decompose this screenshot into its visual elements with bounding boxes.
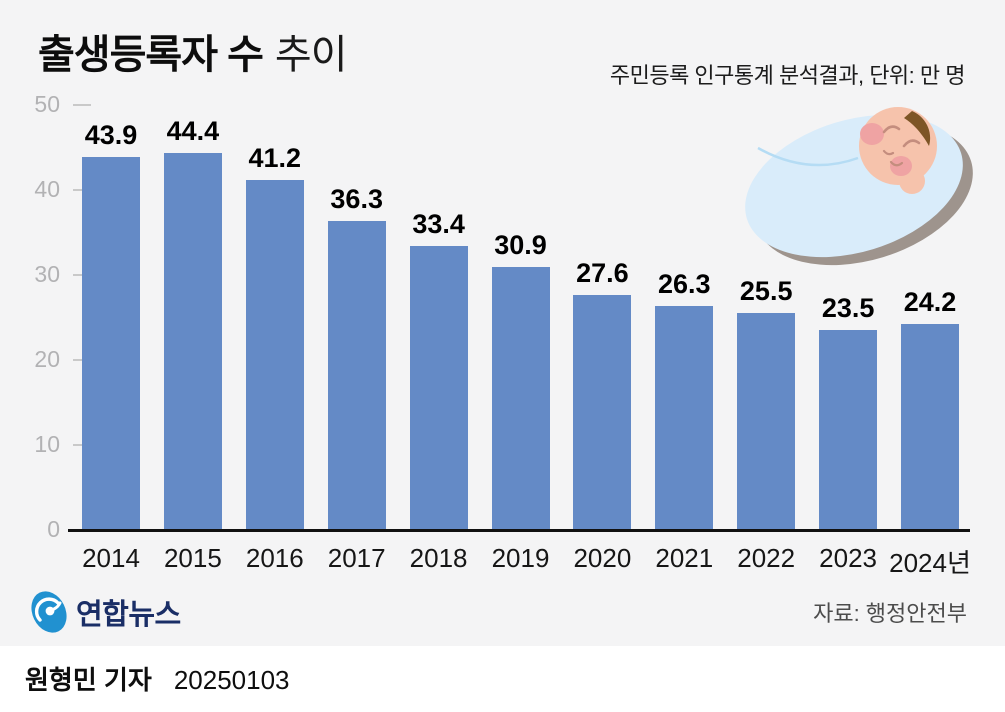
x-axis-label: 2017 <box>327 543 386 573</box>
publish-date: 20250103 <box>173 665 290 695</box>
bar-2015 <box>163 152 222 529</box>
bar-2018 <box>409 246 468 529</box>
bar-2020 <box>573 295 632 529</box>
bar-value-label: 27.6 <box>576 258 629 289</box>
y-axis-tick-label: 0 <box>47 516 60 542</box>
x-axis-label: 2022 <box>737 543 796 573</box>
bar-2024년 <box>901 324 959 529</box>
x-axis-line <box>68 529 970 532</box>
y-axis-tick-label: 50 <box>34 91 60 117</box>
page-title: 출생등록자 수 추이 <box>38 22 348 80</box>
page-title-main: 출생등록자 수 <box>38 33 264 77</box>
y-axis-tick-label: 10 <box>34 431 60 457</box>
bar-2014 <box>82 156 140 529</box>
baby-hair <box>904 111 931 146</box>
bar-value-label: 25.5 <box>739 276 793 307</box>
byline: 원형민 기자 20250103 <box>25 660 290 697</box>
swaddled-baby-illustration <box>745 107 973 266</box>
x-axis-label: 2019 <box>491 543 550 573</box>
y-axis-tick-mark <box>73 104 91 106</box>
bar-2016 <box>245 179 304 529</box>
baby-mouth <box>889 160 904 167</box>
bar-value-label: 43.9 <box>84 119 138 150</box>
baby-cheek-right <box>890 156 912 176</box>
bar-value-label: 26.3 <box>658 269 711 300</box>
bar-2017 <box>327 221 386 529</box>
y-axis-tick-label: 30 <box>34 261 60 287</box>
bar-2019 <box>491 267 550 529</box>
data-source: 자료: 행정안전부 <box>813 601 967 626</box>
yonhap-globe-icon <box>31 591 67 633</box>
bar-value-label: 36.3 <box>330 184 383 215</box>
baby-nose <box>882 149 895 156</box>
x-axis-label: 2016 <box>245 543 304 573</box>
bar-value-label: 44.4 <box>166 115 220 146</box>
baby-eye-left <box>882 125 901 134</box>
x-axis-label: 2018 <box>409 543 468 573</box>
bar-value-label: 41.2 <box>248 142 302 173</box>
reporter-name: 원형민 기자 <box>25 665 152 695</box>
y-axis-tick-label: 40 <box>34 176 60 202</box>
x-axis-label: 2024년 <box>889 548 971 578</box>
bar-value-label: 30.9 <box>494 230 547 261</box>
bar-value-label: 33.4 <box>412 209 465 240</box>
x-axis-label: 2015 <box>163 543 222 573</box>
bar-2022 <box>737 313 796 529</box>
swaddle-fold-line <box>757 146 859 167</box>
page-title-sub: 추이 <box>274 33 348 77</box>
baby-cheek-left <box>860 123 884 145</box>
chart-subtitle-unit-note: 주민등록 인구통계 분석결과, 단위: 만 명 <box>609 63 966 88</box>
x-axis-label: 2021 <box>655 543 714 573</box>
x-axis-label: 2023 <box>819 543 878 573</box>
bar-2021 <box>655 306 714 529</box>
bar-value-label: 24.2 <box>903 287 957 318</box>
x-axis-label: 2014 <box>82 543 140 573</box>
yonhap-logo-text: 연합뉴스 <box>76 599 181 631</box>
footer-background <box>0 646 1005 712</box>
bar-2023 <box>819 330 878 529</box>
y-axis-tick-label: 20 <box>34 346 60 372</box>
baby-eye-right <box>902 139 921 148</box>
x-axis-label: 2020 <box>573 543 632 573</box>
bar-value-label: 23.5 <box>821 293 875 324</box>
yonhap-logo: 연합뉴스 <box>28 588 181 636</box>
